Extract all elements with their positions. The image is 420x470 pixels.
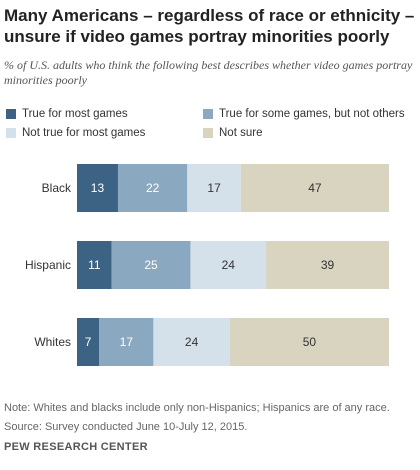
data-label: 24	[222, 258, 236, 272]
legend-swatch	[6, 128, 16, 138]
legend-item-true-most: True for most games	[6, 108, 128, 120]
data-label: 24	[185, 335, 199, 349]
category-label: Hispanic	[25, 258, 71, 272]
chart-source: Source: Survey conducted June 10-July 12…	[4, 421, 248, 433]
legend-item-not-true: Not true for most games	[6, 127, 145, 139]
bar-segment	[266, 241, 389, 289]
bar-segment	[77, 164, 118, 212]
category-label: Whites	[34, 335, 71, 349]
legend-swatch	[6, 109, 16, 119]
data-label: 17	[120, 335, 134, 349]
data-label: 22	[146, 181, 160, 195]
chart-legend: True for most games True for some games,…	[6, 102, 416, 142]
legend-item-true-some: True for some games, but not others	[203, 108, 405, 120]
bar-segment	[240, 164, 389, 212]
legend-swatch	[203, 128, 213, 138]
legend-label: Not sure	[219, 127, 263, 139]
chart-title: Many Americans – regardless of race or e…	[4, 6, 415, 46]
bar-segment	[77, 318, 100, 366]
brand-label: PEW RESEARCH CENTER	[4, 441, 148, 453]
data-label: 13	[91, 181, 105, 195]
legend-label: Not true for most games	[22, 127, 146, 139]
legend-swatch	[203, 109, 213, 119]
legend-label: True for most games	[22, 108, 128, 120]
bar-segment	[190, 241, 267, 289]
data-label: 11	[88, 258, 101, 272]
data-label: 39	[321, 258, 335, 272]
data-label: 17	[207, 181, 221, 195]
data-label: 50	[303, 335, 317, 349]
bar-segment	[153, 318, 230, 366]
data-label: 25	[144, 258, 158, 272]
bar-segment	[111, 241, 191, 289]
stacked-bar-chart: Black 13 22 17 47 Hispanic 11 25 24 39 Whites 7 17 24…	[25, 164, 389, 366]
legend-item-not-sure: Not sure	[203, 127, 262, 139]
data-label: 47	[308, 181, 322, 195]
bar-segment	[77, 241, 112, 289]
bar-segment	[117, 164, 188, 212]
bar-segment	[187, 164, 241, 212]
chart-subtitle: % of U.S. adults who think the following…	[4, 58, 413, 87]
legend-label: True for some games, but not others	[219, 108, 405, 120]
bar-segment	[229, 318, 389, 366]
chart-note: Note: Whites and blacks include only non…	[4, 402, 390, 414]
bar-segment	[99, 318, 154, 366]
data-label: 7	[85, 335, 92, 349]
category-label: Black	[42, 181, 72, 195]
